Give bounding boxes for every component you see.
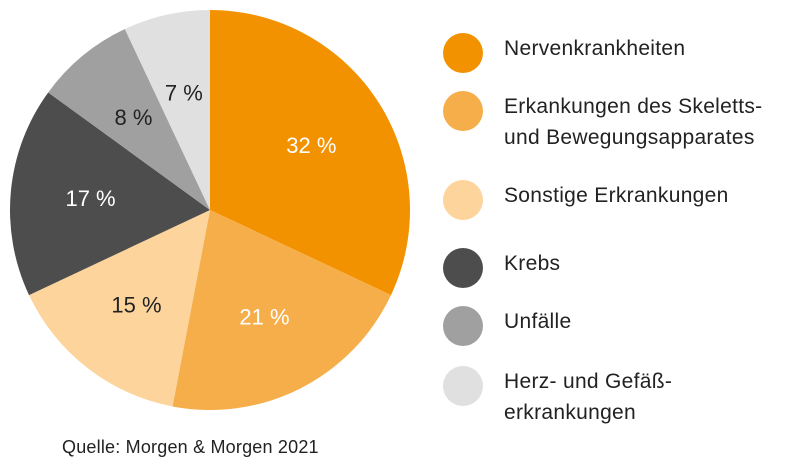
pie-slice	[124, 10, 210, 210]
source-note: Quelle: Morgen & Morgen 2021	[62, 437, 319, 457]
slice-value-label: 7 %	[165, 80, 203, 105]
pie-slice	[9, 92, 210, 296]
slice-value-label: 8 %	[115, 105, 153, 130]
slice-value-label: 21 %	[239, 304, 289, 329]
pie-slice	[29, 210, 210, 407]
slice-value-label: 32 %	[286, 133, 336, 158]
slice-value-label: 15 %	[111, 292, 161, 317]
pie-slice	[172, 210, 391, 411]
pie-slice	[210, 10, 411, 296]
pie-slice	[48, 29, 211, 210]
slice-value-label: 17 %	[65, 186, 115, 211]
